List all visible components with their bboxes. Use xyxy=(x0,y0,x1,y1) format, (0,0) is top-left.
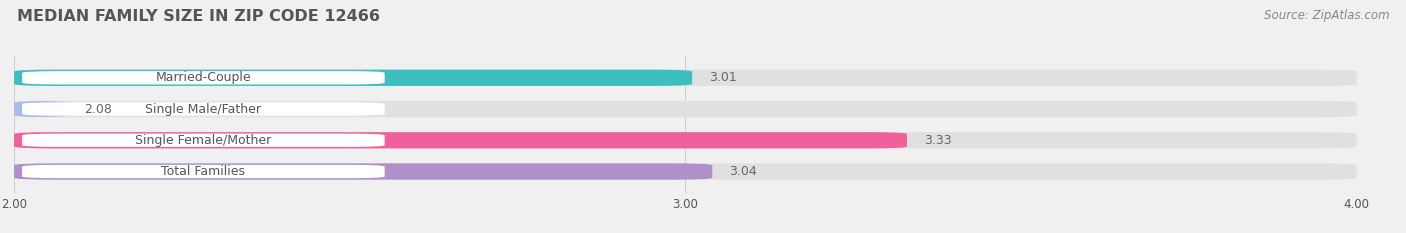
FancyBboxPatch shape xyxy=(14,70,1357,86)
Text: Married-Couple: Married-Couple xyxy=(156,71,252,84)
FancyBboxPatch shape xyxy=(14,101,1357,117)
Text: Single Female/Mother: Single Female/Mother xyxy=(135,134,271,147)
Text: 3.01: 3.01 xyxy=(709,71,737,84)
Text: 3.33: 3.33 xyxy=(924,134,952,147)
Text: MEDIAN FAMILY SIZE IN ZIP CODE 12466: MEDIAN FAMILY SIZE IN ZIP CODE 12466 xyxy=(17,9,380,24)
Text: Single Male/Father: Single Male/Father xyxy=(145,103,262,116)
FancyBboxPatch shape xyxy=(14,101,67,117)
Text: 2.08: 2.08 xyxy=(84,103,112,116)
FancyBboxPatch shape xyxy=(22,134,385,147)
FancyBboxPatch shape xyxy=(22,165,385,178)
FancyBboxPatch shape xyxy=(22,71,385,84)
Text: Total Families: Total Families xyxy=(162,165,246,178)
FancyBboxPatch shape xyxy=(14,163,1357,180)
FancyBboxPatch shape xyxy=(14,132,1357,148)
FancyBboxPatch shape xyxy=(22,102,385,116)
FancyBboxPatch shape xyxy=(14,132,907,148)
FancyBboxPatch shape xyxy=(14,163,713,180)
Text: Source: ZipAtlas.com: Source: ZipAtlas.com xyxy=(1264,9,1389,22)
Text: 3.04: 3.04 xyxy=(730,165,756,178)
FancyBboxPatch shape xyxy=(14,70,692,86)
